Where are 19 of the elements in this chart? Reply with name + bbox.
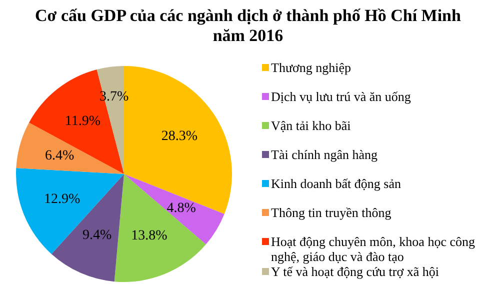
data-label: 6.4% (44, 148, 74, 164)
legend-label: Vận tải kho bãi (271, 118, 351, 133)
data-label: 9.4% (82, 228, 112, 243)
legend-label: Y tế và hoạt động cứu trợ xã hội (271, 264, 439, 279)
data-label: 12.9% (44, 192, 80, 207)
legend-label: Thương nghiệp (271, 60, 351, 75)
chart-title: Cơ cấu GDP của các ngành dịch ở thành phố Hồ Chí Minh năm 2016 (34, 6, 462, 46)
legend-label: Tài chính ngân hàng (271, 147, 378, 162)
data-label: 4.8% (166, 201, 196, 216)
pie-slice (16, 168, 124, 254)
legend-label: Thông tin truyền thông (271, 205, 392, 220)
data-label: 11.9% (64, 114, 101, 129)
data-label: 28.3% (161, 128, 198, 144)
legend-label: Dịch vụ lưu trú và ăn uống (271, 89, 411, 104)
legend-label: Hoạt động chuyên môn, khoa học công nghệ, giáo dục và đào tạo (271, 234, 476, 264)
pie-slice (114, 174, 206, 282)
pie-slice (124, 174, 224, 244)
legend-label: Kinh doanh bất động sản (271, 176, 401, 191)
data-label: 13.8% (131, 228, 168, 244)
